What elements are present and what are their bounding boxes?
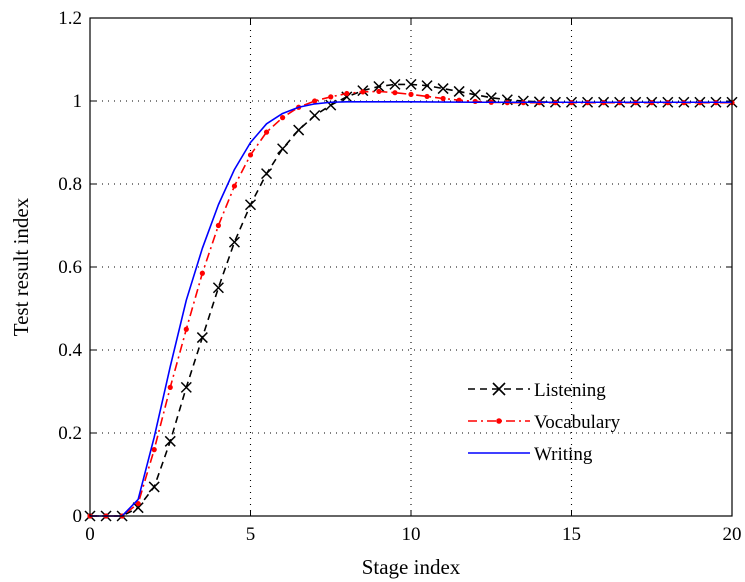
y-tick-label: 0.6 (58, 257, 82, 278)
data-point-listening (277, 143, 289, 155)
data-point-vocabulary (263, 129, 270, 135)
legend-marker-listening (492, 382, 506, 396)
legend: Listening Vocabulary Writing (468, 380, 621, 465)
data-point-listening (261, 168, 273, 180)
data-point-listening (212, 282, 224, 294)
series-writing (90, 101, 732, 517)
x-tick-label: 20 (723, 524, 742, 545)
y-tick-labels: 0 0.2 0.4 0.6 0.8 1 1.2 (58, 8, 82, 527)
data-point-vocabulary (183, 326, 189, 332)
data-point-vocabulary (167, 384, 173, 390)
data-point-vocabulary (247, 152, 254, 158)
data-point-vocabulary (312, 98, 318, 104)
y-tick-label: 0 (73, 506, 83, 527)
data-point-vocabulary (360, 89, 366, 95)
data-point-listening (196, 332, 208, 344)
data-point-vocabulary (328, 94, 334, 100)
data-point-listening (164, 435, 176, 447)
data-point-listening (421, 80, 433, 92)
x-tick-label: 10 (402, 524, 421, 545)
series-line-writing (90, 101, 732, 517)
data-point-vocabulary (135, 500, 141, 507)
data-point-listening (244, 199, 257, 211)
x-tick-label: 0 (85, 524, 95, 545)
legend-label-listening: Listening (534, 380, 606, 401)
data-point-vocabulary (392, 90, 398, 96)
data-point-vocabulary (424, 93, 430, 100)
y-tick-label: 0.4 (58, 340, 82, 361)
data-point-vocabulary (440, 95, 446, 102)
data-point-vocabulary (408, 91, 414, 97)
y-tick-label: 0.2 (58, 423, 82, 444)
axis-ticks (89, 17, 733, 517)
data-point-vocabulary (344, 90, 350, 97)
data-point-vocabulary (376, 88, 382, 95)
data-point-vocabulary (215, 222, 221, 229)
data-point-listening (405, 78, 417, 90)
data-point-listening (485, 92, 497, 104)
data-point-vocabulary (199, 270, 205, 276)
data-point-listening (373, 80, 385, 93)
y-tick-label: 0.8 (58, 174, 82, 195)
data-point-listening (437, 83, 449, 95)
data-point-listening (180, 381, 192, 393)
data-point-vocabulary (231, 183, 238, 189)
y-tick-label: 1 (73, 91, 83, 112)
legend-label-writing: Writing (534, 444, 593, 465)
data-point-listening (389, 78, 401, 90)
legend-marker-vocabulary (496, 418, 502, 424)
y-tick-label: 1.2 (58, 8, 82, 29)
data-point-listening (228, 236, 240, 248)
x-tick-label: 5 (246, 524, 256, 545)
data-point-listening (453, 85, 465, 97)
data-point-listening (309, 109, 321, 122)
y-axis-label: Test result index (9, 197, 33, 336)
data-point-vocabulary (280, 115, 286, 121)
legend-entry-writing: Writing (468, 444, 593, 465)
legend-entry-listening: Listening (468, 380, 606, 401)
data-point-listening (501, 94, 513, 106)
x-tick-labels: 0 5 10 15 20 (85, 524, 741, 545)
x-tick-label: 15 (562, 524, 581, 545)
x-axis-label: Stage index (362, 555, 461, 579)
data-point-listening (293, 124, 305, 136)
series-layer (84, 78, 738, 522)
data-point-vocabulary (151, 447, 157, 453)
data-point-listening (132, 502, 144, 514)
data-point-listening (469, 89, 481, 101)
legend-label-vocabulary: Vocabulary (534, 412, 621, 433)
data-point-listening (148, 481, 160, 493)
data-point-vocabulary (472, 98, 478, 105)
legend-entry-vocabulary: Vocabulary (468, 412, 621, 433)
